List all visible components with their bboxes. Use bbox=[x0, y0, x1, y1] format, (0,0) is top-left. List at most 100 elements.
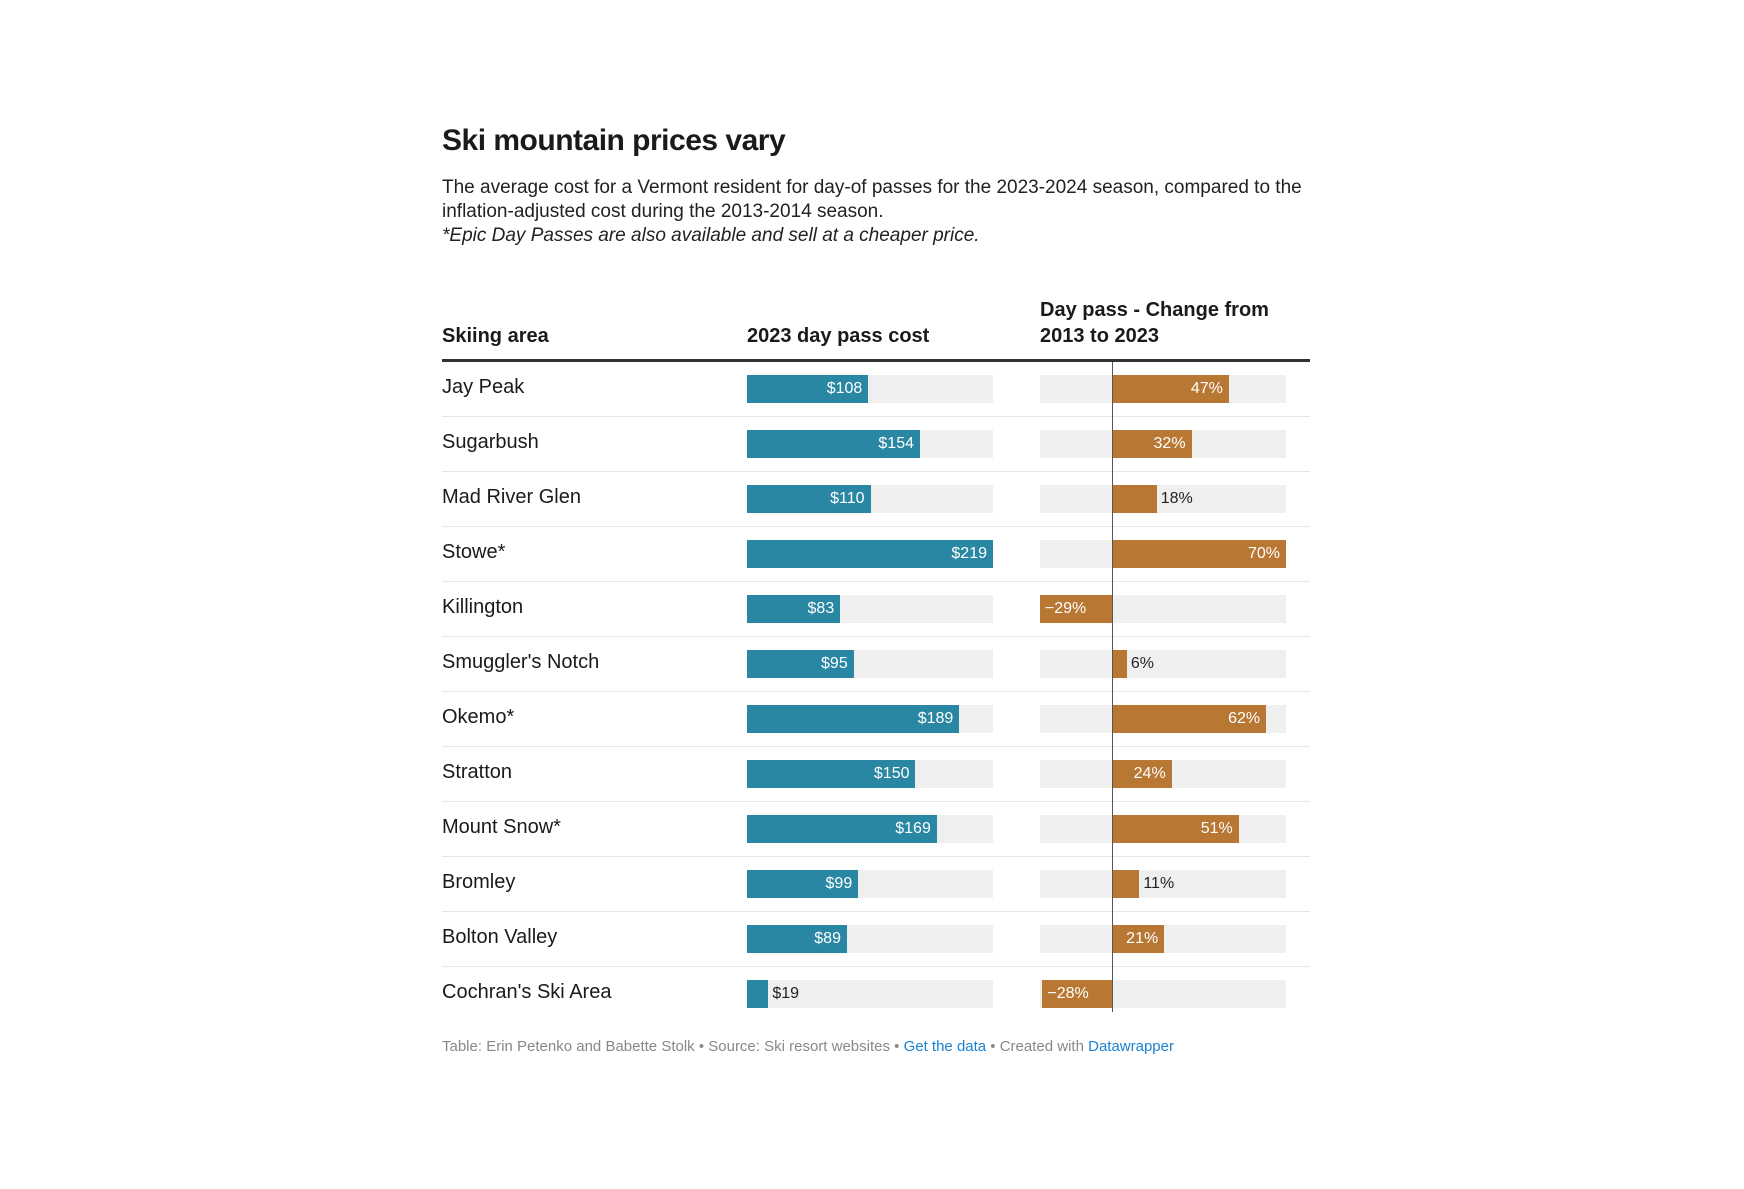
skiing-area-name: Stratton bbox=[442, 761, 513, 783]
zero-line bbox=[1112, 362, 1113, 1012]
header-cost: 2023 day pass cost bbox=[747, 325, 930, 347]
header-skiing-area: Skiing area bbox=[442, 325, 549, 347]
change-label: 62% bbox=[1228, 710, 1261, 727]
cost-bar bbox=[747, 980, 769, 1008]
skiing-area-name: Bolton Valley bbox=[442, 926, 558, 948]
change-label: 70% bbox=[1247, 545, 1280, 562]
cost-bar bbox=[747, 925, 847, 953]
skiing-area-name: Cochran's Ski Area bbox=[442, 981, 612, 1003]
cost-label: $169 bbox=[895, 820, 931, 837]
datawrapper-link[interactable]: Datawrapper bbox=[1088, 1038, 1174, 1055]
cost-label: $154 bbox=[878, 435, 914, 452]
cost-bar-track: $150 bbox=[747, 760, 993, 788]
table-row: Cochran's Ski Area $19 −28% bbox=[442, 967, 1310, 1021]
cost-bar-track: $95 bbox=[747, 650, 993, 678]
cost-bar-track: $189 bbox=[747, 705, 993, 733]
cost-bar bbox=[747, 650, 854, 678]
skiing-area-name: Stowe* bbox=[442, 541, 506, 563]
change-bar bbox=[1112, 760, 1172, 788]
table-row: Smuggler's Notch $95 6% bbox=[442, 637, 1310, 692]
change-label: 51% bbox=[1200, 820, 1233, 837]
get-data-link[interactable]: Get the data bbox=[903, 1038, 987, 1055]
cost-bar-track: $169 bbox=[747, 815, 993, 843]
table-row: Stratton $150 24% bbox=[442, 747, 1310, 802]
table-row: Bromley $99 11% bbox=[442, 857, 1310, 912]
skiing-area-name: Bromley bbox=[442, 871, 516, 893]
skiing-area-name: Sugarbush bbox=[442, 431, 539, 453]
change-label: 21% bbox=[1126, 930, 1159, 947]
change-bar bbox=[1042, 980, 1112, 1008]
change-bar-track: 70% bbox=[1040, 540, 1286, 568]
change-bar bbox=[1039, 595, 1112, 623]
change-label: 47% bbox=[1190, 380, 1223, 397]
cost-bar-track: $219 bbox=[747, 540, 993, 568]
cost-bar-track: $108 bbox=[747, 375, 993, 403]
table-row: Okemo* $189 62% bbox=[442, 692, 1310, 747]
change-bar bbox=[1112, 375, 1229, 403]
table-row: Bolton Valley $89 21% bbox=[442, 912, 1310, 967]
change-bar-track: 24% bbox=[1040, 760, 1286, 788]
change-bar bbox=[1112, 815, 1239, 843]
chart-title: Ski mountain prices vary bbox=[442, 124, 786, 157]
table-row: Stowe* $219 70% bbox=[442, 527, 1310, 582]
change-bar-track: 6% bbox=[1040, 650, 1286, 678]
cost-label: $89 bbox=[814, 930, 841, 947]
cost-bar-track: $19 bbox=[747, 980, 993, 1008]
change-label: 18% bbox=[1160, 490, 1193, 507]
footer-credit: Table: Erin Petenko and Babette Stolk • … bbox=[442, 1038, 904, 1055]
cost-bar-track: $154 bbox=[747, 430, 993, 458]
cost-label: $150 bbox=[873, 765, 910, 782]
change-bar bbox=[1112, 705, 1267, 733]
chart-description: The average cost for a Vermont resident … bbox=[442, 177, 1302, 222]
change-bar bbox=[1112, 650, 1127, 678]
cost-label: $83 bbox=[807, 600, 835, 617]
cost-label: $19 bbox=[772, 985, 800, 1002]
cost-bar bbox=[747, 705, 960, 733]
change-label: −28% bbox=[1047, 985, 1089, 1002]
skiing-area-name: Smuggler's Notch bbox=[442, 651, 600, 673]
skiing-area-name: Jay Peak bbox=[442, 376, 525, 398]
change-bar bbox=[1112, 540, 1286, 568]
cost-label: $108 bbox=[826, 380, 863, 397]
change-label: 11% bbox=[1143, 875, 1175, 892]
chart-container: Ski mountain prices vary The average cos… bbox=[442, 124, 1310, 1055]
change-bar bbox=[1112, 925, 1165, 953]
change-bar-track: 47% bbox=[1040, 375, 1286, 403]
cost-bar bbox=[747, 595, 841, 623]
cost-bar bbox=[747, 430, 920, 458]
change-bar-track: 51% bbox=[1040, 815, 1286, 843]
table-header: Skiing area 2023 day pass cost Day pass … bbox=[442, 292, 1310, 362]
table-row: Killington $83 −29% bbox=[442, 582, 1310, 637]
change-label: 24% bbox=[1133, 765, 1166, 782]
footer: Table: Erin Petenko and Babette Stolk • … bbox=[442, 1038, 1174, 1055]
table-row: Jay Peak $108 47% bbox=[442, 362, 1310, 417]
cost-bar bbox=[747, 375, 869, 403]
cost-label: $95 bbox=[821, 655, 848, 672]
change-label: 6% bbox=[1130, 655, 1155, 672]
change-bar-track: −29% bbox=[1039, 595, 1286, 623]
skiing-area-name: Mount Snow* bbox=[442, 816, 561, 838]
change-bar-track: 21% bbox=[1040, 925, 1286, 953]
change-bar bbox=[1112, 430, 1192, 458]
change-label: 32% bbox=[1153, 435, 1186, 452]
change-label: −29% bbox=[1044, 600, 1087, 617]
skiing-area-name: Okemo* bbox=[442, 706, 515, 728]
cost-bar bbox=[747, 815, 937, 843]
cost-bar-track: $110 bbox=[747, 485, 993, 513]
table-row: Sugarbush $154 32% bbox=[442, 417, 1310, 472]
change-bar-track: 32% bbox=[1040, 430, 1286, 458]
cost-bar bbox=[747, 870, 859, 898]
cost-bar bbox=[747, 485, 871, 513]
table-body: Jay Peak $108 47% Sugarbush $154 32% Mad River… bbox=[442, 362, 1310, 1021]
cost-bar-track: $89 bbox=[747, 925, 993, 953]
cost-bar bbox=[747, 760, 916, 788]
cost-bar-track: $83 bbox=[747, 595, 993, 623]
cost-label: $189 bbox=[917, 710, 954, 727]
table-row: Mad River Glen $110 18% bbox=[442, 472, 1310, 527]
chart-note: *Epic Day Passes are also available and … bbox=[442, 225, 980, 246]
header-change: Day pass - Change from 2013 to 2023 bbox=[1040, 299, 1269, 347]
cost-bar bbox=[747, 540, 993, 568]
cost-label: $99 bbox=[825, 875, 853, 892]
change-bar-track: −28% bbox=[1040, 980, 1286, 1008]
skiing-area-name: Mad River Glen bbox=[442, 486, 581, 508]
